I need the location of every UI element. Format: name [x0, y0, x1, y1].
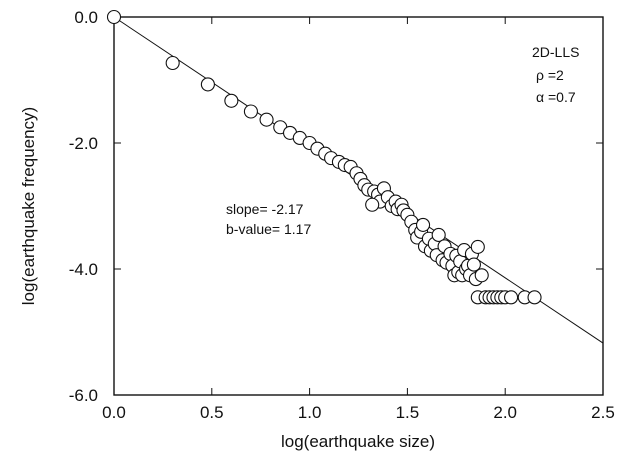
data-points	[106, 9, 542, 305]
data-point	[200, 77, 215, 92]
data-point	[365, 197, 380, 212]
data-point	[466, 257, 481, 272]
x-axis-title: log(earthquake size)	[281, 432, 435, 451]
data-point	[470, 239, 485, 254]
x-tick-label: 0.0	[102, 403, 126, 422]
slope-annotation: slope= -2.17	[226, 201, 304, 217]
x-tick-label: 2.0	[493, 403, 517, 422]
data-point	[259, 112, 274, 127]
data-point	[415, 217, 431, 232]
y-tick-label: -4.0	[69, 260, 98, 279]
data-point	[165, 55, 180, 71]
y-axis-title: log(earthquake frequency)	[19, 107, 38, 305]
plot-frame	[113, 16, 604, 396]
data-point	[527, 290, 542, 305]
legend-model: 2D-LLS	[532, 44, 579, 60]
data-point	[224, 93, 239, 108]
axis-ticks	[114, 17, 603, 395]
y-tick-label: -6.0	[69, 386, 98, 405]
data-point	[431, 227, 446, 243]
tick-labels: 0.0 0.5 1.0 1.5 2.0 2.5 0.0 -2.0 -4.0 -6.0	[69, 8, 615, 422]
x-tick-label: 1.5	[396, 403, 420, 422]
data-point	[243, 104, 258, 119]
data-point	[504, 290, 519, 305]
b-value-annotation: b-value= 1.17	[226, 221, 311, 237]
data-point	[474, 268, 489, 283]
legend-rho: ρ =2	[536, 67, 564, 83]
legend-alpha: α =0.7	[536, 89, 576, 105]
x-tick-label: 0.5	[200, 403, 224, 422]
x-tick-label: 1.0	[298, 403, 322, 422]
data-point	[106, 9, 122, 25]
y-tick-label: -2.0	[69, 134, 98, 153]
x-tick-label: 2.5	[591, 403, 615, 422]
y-tick-label: 0.0	[74, 8, 98, 27]
